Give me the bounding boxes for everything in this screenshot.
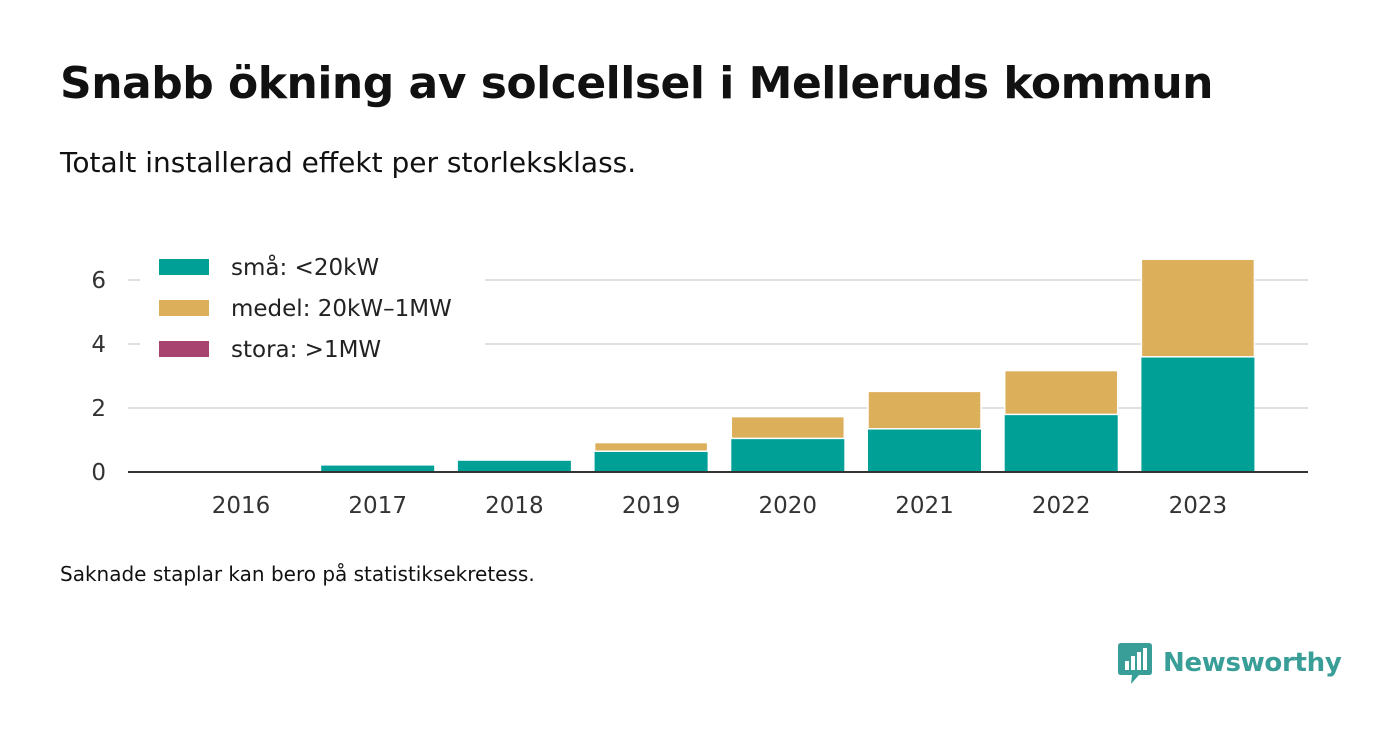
bar-segment: [594, 451, 708, 472]
bar-segment: [1141, 356, 1255, 472]
legend-swatch: [159, 300, 209, 316]
x-tick-label: 2018: [485, 493, 544, 519]
bar-segment: [730, 415, 846, 440]
x-tick-label: 2019: [622, 493, 681, 519]
footnote: Saknade staplar kan bero på statistiksek…: [60, 562, 535, 586]
bar-segment: [1140, 258, 1256, 358]
x-tick-label: 2023: [1169, 493, 1228, 519]
newsworthy-brand[interactable]: Newsworthy: [1117, 640, 1342, 686]
y-tick-label: 6: [91, 268, 106, 294]
y-tick-label: 2: [91, 396, 106, 422]
x-tick-label: 2017: [348, 493, 407, 519]
legend-label: medel: 20kW–1MW: [231, 296, 452, 322]
newsworthy-logo-icon: [1118, 643, 1152, 684]
chart-subtitle: Totalt installerad effekt per storlekskl…: [60, 146, 637, 179]
bar-segment: [867, 390, 982, 430]
brand-name: Newsworthy: [1163, 648, 1342, 678]
x-tick-label: 2020: [759, 493, 818, 519]
bar-segment: [1004, 414, 1118, 472]
legend-swatch: [159, 259, 209, 275]
bar-segment: [868, 428, 981, 472]
x-tick-label: 2022: [1032, 493, 1091, 519]
bar-segment: [1003, 369, 1119, 416]
legend-label: stora: >1MW: [231, 337, 381, 363]
bar-segment: [593, 441, 709, 452]
y-tick-label: 4: [91, 332, 106, 358]
y-tick-label: 0: [91, 460, 106, 486]
bar-segment: [731, 438, 845, 472]
legend-swatch: [159, 341, 209, 357]
x-tick-label: 2021: [895, 493, 954, 519]
chart-title: Snabb ökning av solcellsel i Melleruds k…: [60, 58, 1213, 109]
bar-segment: [457, 460, 571, 472]
bar-segment: [321, 465, 435, 472]
x-tick-label: 2016: [212, 493, 271, 519]
legend-label: små: <20kW: [231, 253, 379, 281]
